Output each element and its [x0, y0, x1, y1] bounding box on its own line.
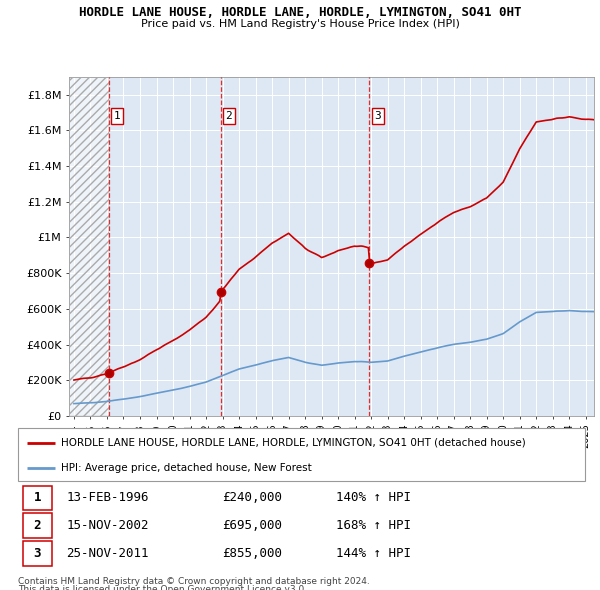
Text: 1: 1: [113, 111, 121, 121]
Text: 3: 3: [374, 111, 381, 121]
Text: £855,000: £855,000: [222, 547, 282, 560]
Text: 15-NOV-2002: 15-NOV-2002: [66, 519, 149, 532]
Text: Price paid vs. HM Land Registry's House Price Index (HPI): Price paid vs. HM Land Registry's House …: [140, 19, 460, 29]
Text: £695,000: £695,000: [222, 519, 282, 532]
Text: HORDLE LANE HOUSE, HORDLE LANE, HORDLE, LYMINGTON, SO41 0HT: HORDLE LANE HOUSE, HORDLE LANE, HORDLE, …: [79, 6, 521, 19]
Text: 2: 2: [226, 111, 232, 121]
Text: Contains HM Land Registry data © Crown copyright and database right 2024.: Contains HM Land Registry data © Crown c…: [18, 577, 370, 586]
Text: £240,000: £240,000: [222, 491, 282, 504]
FancyBboxPatch shape: [23, 513, 52, 538]
Text: HORDLE LANE HOUSE, HORDLE LANE, HORDLE, LYMINGTON, SO41 0HT (detached house): HORDLE LANE HOUSE, HORDLE LANE, HORDLE, …: [61, 438, 525, 448]
Text: 25-NOV-2011: 25-NOV-2011: [66, 547, 149, 560]
Text: 13-FEB-1996: 13-FEB-1996: [66, 491, 149, 504]
Text: 144% ↑ HPI: 144% ↑ HPI: [335, 547, 410, 560]
FancyBboxPatch shape: [23, 542, 52, 566]
Text: This data is licensed under the Open Government Licence v3.0.: This data is licensed under the Open Gov…: [18, 585, 307, 590]
FancyBboxPatch shape: [18, 428, 585, 481]
Text: 3: 3: [34, 547, 41, 560]
Text: 168% ↑ HPI: 168% ↑ HPI: [335, 519, 410, 532]
FancyBboxPatch shape: [23, 486, 52, 510]
Text: HPI: Average price, detached house, New Forest: HPI: Average price, detached house, New …: [61, 463, 311, 473]
Text: 2: 2: [34, 519, 41, 532]
Text: 140% ↑ HPI: 140% ↑ HPI: [335, 491, 410, 504]
Text: 1: 1: [34, 491, 41, 504]
